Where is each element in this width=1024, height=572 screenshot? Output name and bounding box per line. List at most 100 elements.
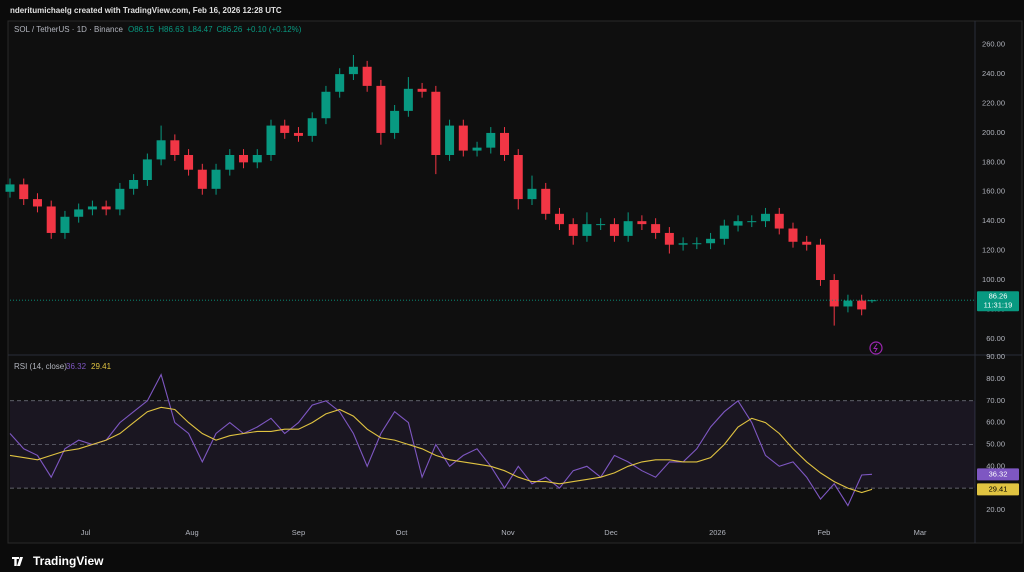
y-tick-label: 100.00 <box>982 275 1005 284</box>
candle-body <box>788 228 798 242</box>
symbol-title: SOL / TetherUS · 1D · Binance <box>14 25 123 34</box>
candle-body <box>637 221 647 225</box>
candle-body <box>390 110 400 133</box>
candle-body <box>692 243 702 245</box>
candle-body <box>596 224 606 226</box>
candle-body <box>74 209 84 217</box>
candle-body <box>376 85 386 133</box>
candle-body <box>239 155 249 163</box>
y-tick-label: 60.00 <box>986 418 1005 427</box>
candle-body <box>225 155 235 170</box>
candle-body <box>774 213 784 229</box>
y-tick-label: 120.00 <box>982 246 1005 255</box>
candle-body <box>541 188 551 214</box>
y-tick-label: 90.00 <box>986 352 1005 361</box>
candle-body <box>458 125 468 151</box>
candle-body <box>60 216 70 233</box>
header-title: nderitumichaelg created with TradingView… <box>10 6 282 15</box>
candle-body <box>417 88 427 92</box>
rsi-value-box <box>977 483 1019 496</box>
y-tick-label: 140.00 <box>982 216 1005 225</box>
candle-body <box>651 224 661 233</box>
candle-body <box>609 224 619 236</box>
rsi-title: RSI (14, close) <box>14 362 67 371</box>
x-tick-label: Jul <box>81 528 91 537</box>
y-tick-label: 20.00 <box>986 505 1005 514</box>
x-tick-label: Sep <box>292 528 305 537</box>
alert-icon[interactable] <box>869 341 883 355</box>
candle-body <box>486 132 496 148</box>
candle-body <box>867 300 877 302</box>
rsi-line <box>9 406 873 494</box>
brand-logo <box>12 557 23 566</box>
rsi-value-label: 29.41 <box>989 484 1008 493</box>
candle-body <box>156 140 166 160</box>
x-tick-label: Feb <box>817 528 830 537</box>
x-tick-label: 2026 <box>709 528 726 537</box>
candle-body <box>101 206 111 210</box>
candle-body <box>761 213 771 222</box>
candle-body <box>802 241 812 245</box>
candle-body <box>719 225 729 239</box>
candle-body <box>87 206 97 210</box>
y-tick-label: 40.00 <box>986 461 1005 470</box>
candle-body <box>829 280 839 307</box>
candle-body <box>500 132 510 155</box>
x-tick-label: Aug <box>185 528 198 537</box>
y-tick-label: 160.00 <box>982 187 1005 196</box>
y-tick-label: 180.00 <box>982 157 1005 166</box>
chart-area <box>8 21 1022 543</box>
ohlc-legend: L84.47 <box>188 25 213 34</box>
candle-body <box>527 188 537 200</box>
y-tick-label: 200.00 <box>982 128 1005 137</box>
candle-body <box>815 244 825 280</box>
candle-body <box>115 188 125 210</box>
y-tick-label: 80.00 <box>986 374 1005 383</box>
candle-body <box>678 243 688 245</box>
candle-body <box>170 140 180 155</box>
x-tick-label: Oct <box>396 528 409 537</box>
x-tick-label: Mar <box>914 528 927 537</box>
y-tick-label: 70.00 <box>986 396 1005 405</box>
candle-body <box>472 147 482 151</box>
candle-body <box>568 224 578 236</box>
countdown-label: 11:31:19 <box>984 301 1013 310</box>
rsi-value-label: 36.32 <box>989 469 1008 478</box>
rsi-band <box>10 400 975 489</box>
candle-body <box>321 91 331 119</box>
chart-frame <box>7 20 1023 544</box>
candle-body <box>747 221 757 223</box>
candle-body <box>513 155 523 200</box>
ohlc-legend: H86.63 <box>158 25 184 34</box>
candle-body <box>211 169 221 189</box>
candle-body <box>280 125 290 133</box>
candle-body <box>362 66 372 86</box>
y-tick-label: 260.00 <box>982 40 1005 49</box>
brand-name: TradingView <box>33 554 104 568</box>
candle-body <box>706 238 716 244</box>
y-tick-label: 240.00 <box>982 69 1005 78</box>
candle-body <box>142 159 152 180</box>
y-tick-label: 50.00 <box>986 439 1005 448</box>
candle-body <box>5 184 15 192</box>
last-price-label: 86.26 <box>989 292 1008 301</box>
candle-body <box>431 91 441 155</box>
candle-body <box>252 155 262 163</box>
candle-body <box>857 300 867 310</box>
candle-body <box>129 180 139 189</box>
candle-body <box>46 206 56 233</box>
candle-body <box>623 221 633 236</box>
candle-body <box>19 184 29 200</box>
candle-body <box>266 125 276 155</box>
candle-body <box>348 66 358 75</box>
candle-body <box>197 169 207 189</box>
candle-body <box>293 132 303 136</box>
candle-body <box>335 74 345 92</box>
candle-body <box>733 221 743 226</box>
x-tick-label: Nov <box>501 528 515 537</box>
rsi-legend-value: 29.41 <box>91 362 112 371</box>
ohlc-legend: C86.26 <box>217 25 243 34</box>
candle-body <box>554 213 564 225</box>
